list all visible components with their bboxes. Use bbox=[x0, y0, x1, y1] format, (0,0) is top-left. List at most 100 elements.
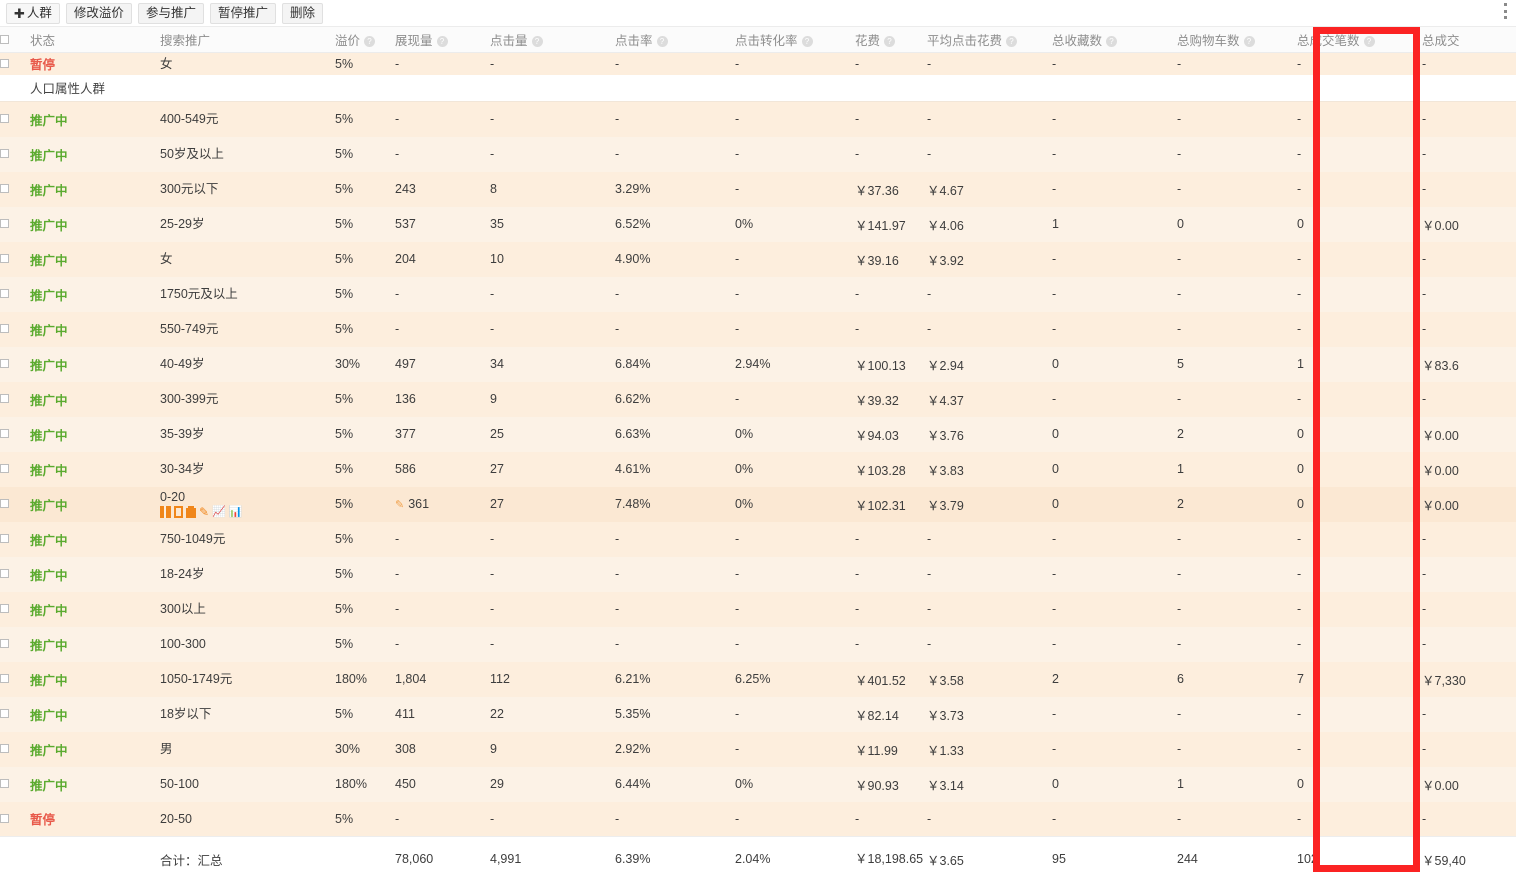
crowd-name-cell[interactable]: 750-1049元 bbox=[160, 522, 335, 557]
row-checkbox[interactable] bbox=[0, 219, 9, 228]
table-row-clipped[interactable]: 暂停 女 5% - - - - - - - - - - bbox=[0, 52, 1516, 75]
select-all-header[interactable] bbox=[0, 26, 30, 53]
row-select-cell[interactable] bbox=[0, 487, 30, 522]
table-row[interactable]: 推广中 300元以下 5% 243 8 3.29% - ￥37.36 ￥4.67 - - - - bbox=[0, 171, 1516, 207]
crowd-name-cell[interactable]: 25-29岁 bbox=[160, 207, 335, 242]
header-name[interactable]: 搜索推广 bbox=[160, 26, 335, 53]
row-checkbox[interactable] bbox=[0, 604, 9, 613]
row-checkbox[interactable] bbox=[0, 569, 9, 578]
help-icon-carts[interactable]: ? bbox=[1243, 36, 1255, 47]
table-row[interactable]: 推广中 1750元及以上 5% - - - - - - - - - - bbox=[0, 276, 1516, 312]
crowd-name-cell[interactable]: 女 bbox=[160, 53, 335, 75]
row-select-cell[interactable] bbox=[0, 767, 30, 802]
crowd-name-cell[interactable]: 18-24岁 bbox=[160, 557, 335, 592]
table-row[interactable]: 推广中 女 5% 204 10 4.90% - ￥39.16 ￥3.92 - - - - bbox=[0, 241, 1516, 277]
header-ctr[interactable]: 点击率? bbox=[615, 26, 735, 53]
table-row[interactable]: 推广中 35-39岁 5% 377 25 6.63% 0% ￥94.03 ￥3.76 0 2 0 ￥0.… bbox=[0, 416, 1516, 452]
row-select-cell[interactable] bbox=[0, 102, 30, 137]
report-chart-icon[interactable]: 📊 bbox=[228, 505, 243, 518]
row-select-cell[interactable] bbox=[0, 417, 30, 452]
row-select-cell[interactable] bbox=[0, 662, 30, 697]
row-checkbox[interactable] bbox=[0, 324, 9, 333]
row-checkbox[interactable] bbox=[0, 149, 9, 158]
help-icon-premium[interactable]: ? bbox=[364, 36, 376, 47]
row-checkbox[interactable] bbox=[0, 674, 9, 683]
delete-icon[interactable] bbox=[186, 506, 196, 518]
kebab-menu-icon[interactable] bbox=[1504, 3, 1508, 19]
table-row[interactable]: 推广中 1050-1749元 180% 1,804 112 6.21% 6.25% ￥401.… bbox=[0, 661, 1516, 697]
header-carts[interactable]: 总购物车数? bbox=[1177, 26, 1297, 53]
table-row[interactable]: 推广中 50-100 180% 450 29 6.44% 0% ￥90.93 ￥3.14 0 1 0 ￥… bbox=[0, 766, 1516, 802]
add-crowd-button[interactable]: ✚ 人群 bbox=[6, 2, 60, 24]
row-checkbox[interactable] bbox=[0, 464, 9, 473]
table-row[interactable]: 推广中 25-29岁 5% 537 35 6.52% 0% ￥141.97 ￥4.06 1 0 0 ￥0… bbox=[0, 206, 1516, 242]
help-icon-favorites[interactable]: ? bbox=[1106, 36, 1118, 47]
table-row[interactable]: 推广中 50岁及以上 5% - - - - - - - - - - bbox=[0, 136, 1516, 172]
crowd-name-cell[interactable]: 300-399元 bbox=[160, 382, 335, 417]
copy-icon[interactable] bbox=[174, 506, 183, 518]
join-promotion-button[interactable]: 参与推广 bbox=[137, 2, 204, 24]
delete-button[interactable]: 删除 bbox=[281, 2, 323, 24]
row-checkbox[interactable] bbox=[0, 744, 9, 753]
crowd-name-cell[interactable]: 1050-1749元 bbox=[160, 662, 335, 697]
row-select-cell[interactable] bbox=[0, 137, 30, 172]
header-premium[interactable]: 溢价? bbox=[335, 26, 395, 53]
row-select-cell[interactable] bbox=[0, 522, 30, 557]
row-select-cell[interactable] bbox=[0, 242, 30, 277]
crowd-name-cell[interactable]: 300元以下 bbox=[160, 172, 335, 207]
row-checkbox[interactable] bbox=[0, 114, 9, 124]
help-icon-impressions[interactable]: ? bbox=[436, 36, 448, 47]
row-select-cell[interactable] bbox=[0, 557, 30, 592]
help-icon-clicks[interactable]: ? bbox=[531, 36, 543, 47]
row-select-cell[interactable] bbox=[0, 277, 30, 312]
row-select-cell[interactable] bbox=[0, 732, 30, 767]
row-select-cell[interactable] bbox=[0, 592, 30, 627]
edit-icon[interactable]: ✎ bbox=[199, 505, 210, 519]
table-row[interactable]: 推广中 18-24岁 5% - - - - - - - - - - bbox=[0, 556, 1516, 592]
inline-edit-icon[interactable]: ✎ bbox=[395, 499, 405, 511]
select-all-checkbox[interactable] bbox=[0, 34, 9, 44]
header-clicks[interactable]: 点击量? bbox=[490, 26, 615, 53]
table-row[interactable]: 推广中 30-34岁 5% 586 27 4.61% 0% ￥103.28 ￥3.83 0 1 0 ￥0… bbox=[0, 451, 1516, 487]
crowd-name-cell[interactable]: 35-39岁 bbox=[160, 417, 335, 452]
crowd-name-cell[interactable]: 100-300 bbox=[160, 627, 335, 662]
table-row[interactable]: 推广中 18岁以下 5% 411 22 5.35% - ￥82.14 ￥3.73 - - - - bbox=[0, 696, 1516, 732]
crowd-name-cell[interactable]: 18岁以下 bbox=[160, 697, 335, 732]
crowd-name-cell[interactable]: 50岁及以上 bbox=[160, 137, 335, 172]
table-row[interactable]: 推广中 750-1049元 5% - - - - - - - - - - bbox=[0, 521, 1516, 557]
row-select-cell[interactable] bbox=[0, 627, 30, 662]
row-checkbox[interactable] bbox=[0, 254, 9, 263]
row-select-cell[interactable] bbox=[0, 172, 30, 207]
row-checkbox[interactable] bbox=[0, 58, 9, 68]
row-checkbox[interactable] bbox=[0, 394, 9, 403]
crowd-name-cell[interactable]: 300以上 bbox=[160, 592, 335, 627]
row-select-cell[interactable] bbox=[0, 382, 30, 417]
row-select-cell[interactable] bbox=[0, 207, 30, 242]
table-row[interactable]: 推广中 300-399元 5% 136 9 6.62% - ￥39.32 ￥4.37 - - - - bbox=[0, 381, 1516, 417]
row-select-cell[interactable] bbox=[0, 312, 30, 347]
row-select-cell[interactable] bbox=[0, 452, 30, 487]
crowd-name-cell[interactable]: 1750元及以上 bbox=[160, 277, 335, 312]
pause-icon[interactable] bbox=[160, 506, 171, 518]
row-checkbox[interactable] bbox=[0, 813, 9, 823]
crowd-name-cell[interactable]: 男 bbox=[160, 732, 335, 767]
table-row[interactable]: 推广中 0-20 ✎ 📈 📊 5% ✎ 361 27 7.48% 0% ￥102.31 ￥3.79 0 2 0… bbox=[0, 486, 1516, 522]
row-select-cell[interactable] bbox=[0, 347, 30, 382]
table-row[interactable]: 推广中 550-749元 5% - - - - - - - - - - bbox=[0, 311, 1516, 347]
row-checkbox[interactable] bbox=[0, 359, 9, 368]
header-cost[interactable]: 花费? bbox=[855, 26, 927, 53]
table-row[interactable]: 推广中 100-300 5% - - - - - - - - - - bbox=[0, 626, 1516, 662]
header-avg-cpc[interactable]: 平均点击花费? bbox=[927, 26, 1052, 53]
trend-chart-icon[interactable]: 📈 bbox=[212, 505, 226, 518]
help-icon-cost[interactable]: ? bbox=[884, 36, 896, 47]
help-icon-click-cvr[interactable]: ? bbox=[801, 36, 813, 47]
table-row[interactable]: 暂停 20-50 5% - - - - - - - - - - bbox=[0, 801, 1516, 837]
row-checkbox[interactable] bbox=[0, 639, 9, 648]
help-icon-avg-cpc[interactable]: ? bbox=[1006, 36, 1018, 47]
header-impressions[interactable]: 展现量? bbox=[395, 26, 490, 53]
header-amount[interactable]: 总成交 bbox=[1422, 26, 1516, 53]
modify-premium-button[interactable]: 修改溢价 bbox=[65, 2, 132, 24]
header-status[interactable]: 状态 bbox=[30, 26, 160, 53]
row-select-cell[interactable] bbox=[0, 802, 30, 837]
crowd-name-cell[interactable]: 30-34岁 bbox=[160, 452, 335, 487]
